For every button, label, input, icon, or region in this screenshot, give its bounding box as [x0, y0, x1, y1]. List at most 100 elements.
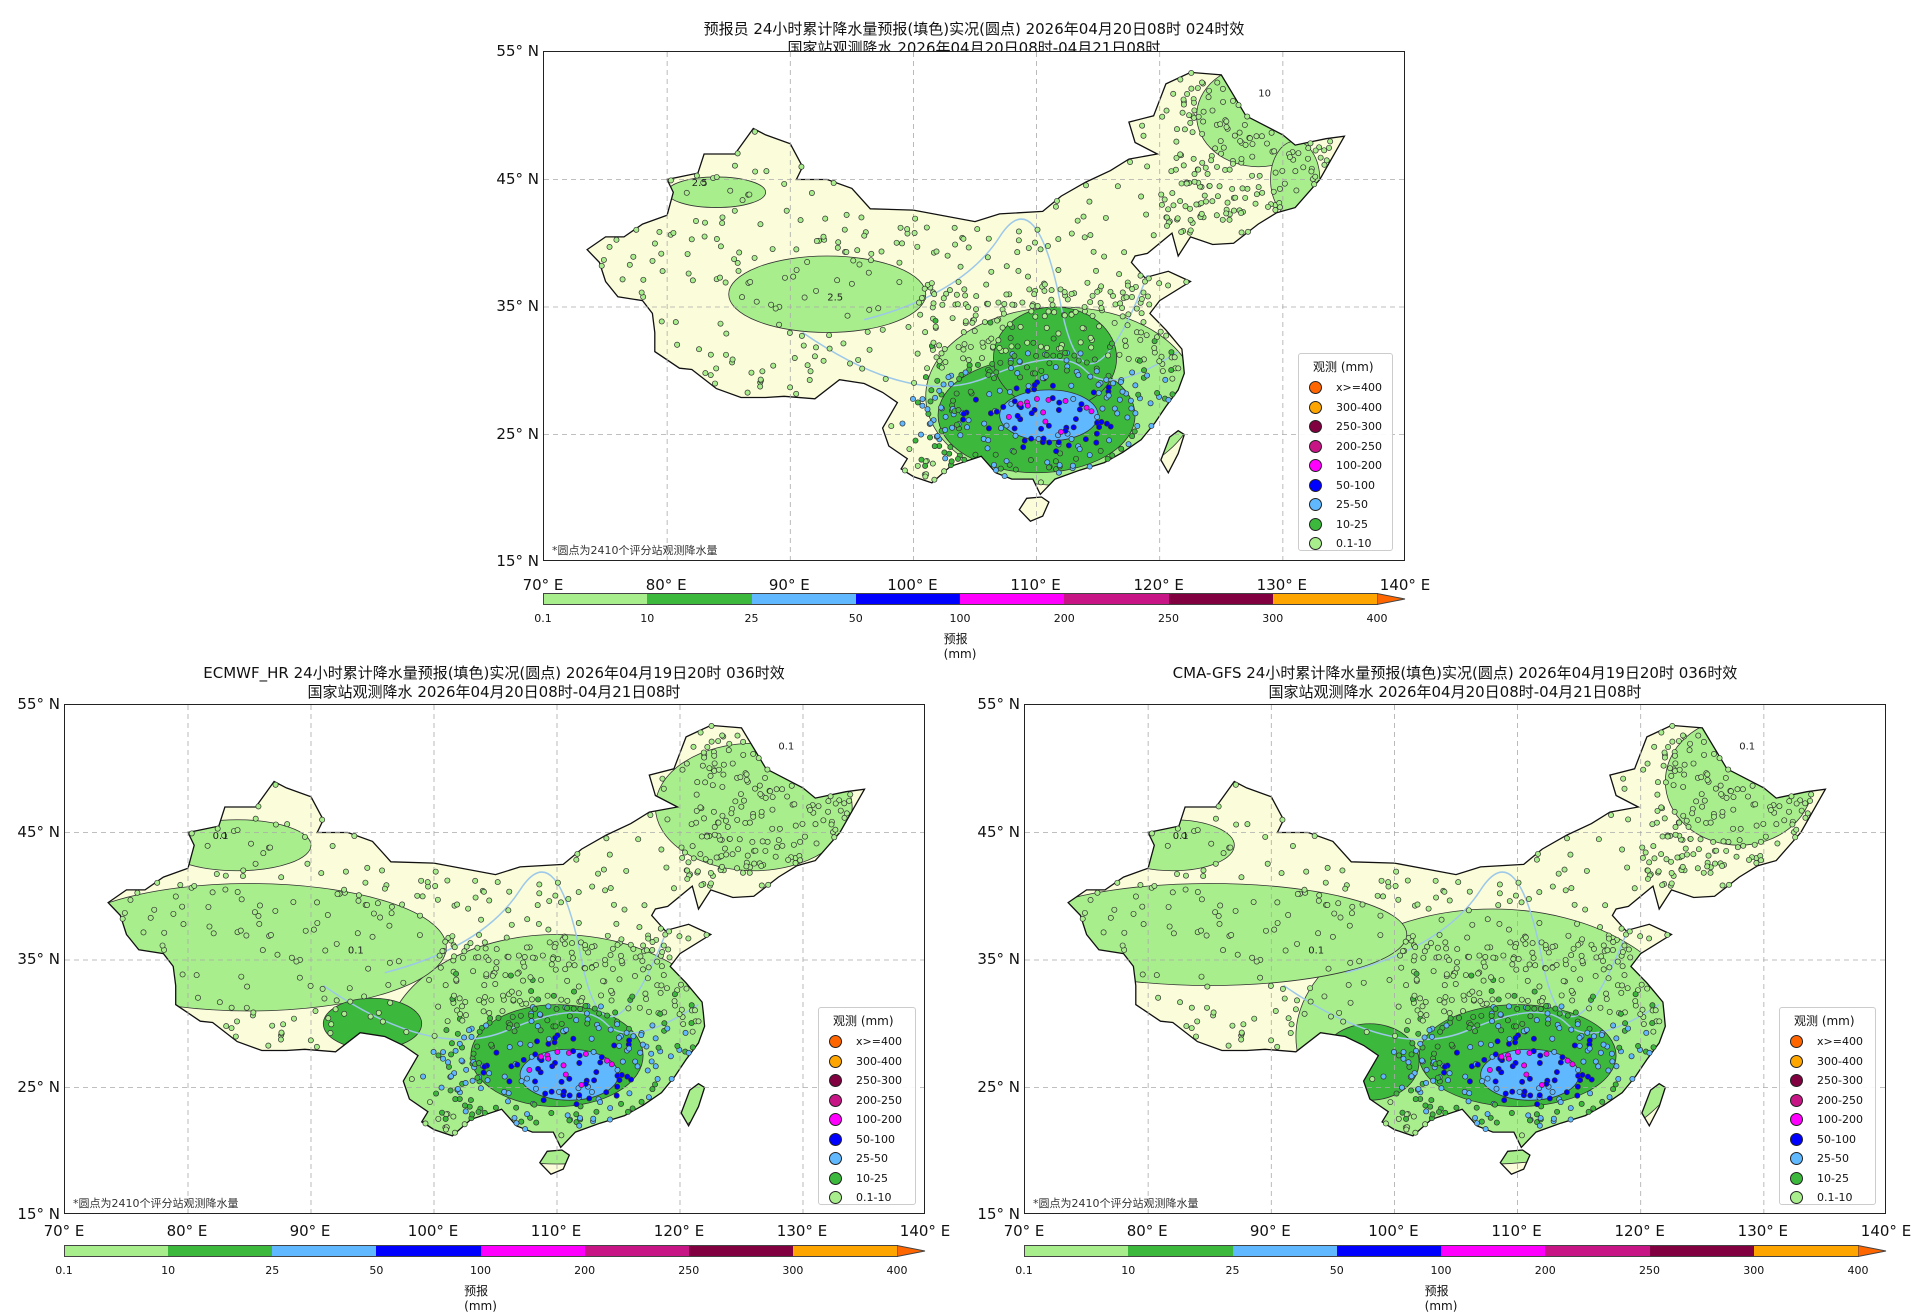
station-dot — [1201, 192, 1208, 199]
lat-tick-label: 35° N — [496, 297, 539, 315]
station-dot — [657, 989, 664, 996]
station-dot — [588, 964, 595, 971]
station-dot — [746, 191, 753, 198]
station-dot — [758, 863, 765, 869]
station-dot — [1238, 1029, 1245, 1036]
station-dot — [437, 964, 444, 971]
station-dot — [1138, 310, 1145, 317]
station-dot — [313, 1043, 320, 1050]
station-dot — [1208, 840, 1215, 847]
station-dot — [996, 387, 1003, 394]
station-dot — [1575, 1067, 1582, 1073]
station-dot — [1253, 958, 1260, 965]
station-dot — [1098, 305, 1105, 312]
station-dot — [1134, 423, 1141, 429]
station-dot — [797, 217, 804, 224]
station-dot — [879, 326, 886, 333]
station-dot — [456, 995, 463, 1002]
station-dot — [1312, 147, 1319, 154]
station-dot — [483, 971, 490, 978]
station-dot — [1411, 992, 1418, 999]
station-dot — [243, 1004, 250, 1011]
contour-label: 0.1 — [1739, 742, 1755, 753]
station-dot — [825, 808, 832, 815]
station-dot — [1492, 1005, 1499, 1012]
station-dot — [439, 1109, 445, 1116]
station-dot — [1533, 856, 1540, 863]
station-dot — [379, 1018, 386, 1025]
station-dot — [288, 954, 295, 961]
station-dot — [1410, 1113, 1417, 1120]
station-dot — [1413, 970, 1420, 977]
station-dot — [1701, 751, 1707, 758]
station-dot — [927, 420, 934, 427]
station-dot — [511, 1028, 518, 1035]
station-dot — [554, 1048, 561, 1055]
station-dot — [1308, 168, 1315, 175]
station-dot — [699, 762, 706, 769]
station-dot — [799, 820, 806, 827]
station-dot — [1200, 108, 1207, 115]
station-dot — [950, 397, 956, 404]
station-dot — [1479, 1078, 1486, 1085]
station-dot — [1672, 831, 1679, 838]
station-dot — [1579, 1072, 1586, 1078]
colorbar-label: 预报(mm) — [1424, 1284, 1458, 1313]
station-dot — [1209, 107, 1216, 114]
station-dot — [1180, 96, 1187, 103]
station-dot — [649, 947, 656, 953]
station-dot — [1482, 954, 1489, 960]
station-dot — [629, 1105, 636, 1112]
station-dot — [1469, 921, 1476, 928]
station-dot — [1090, 248, 1097, 255]
station-dot — [1127, 159, 1134, 166]
station-dot — [1317, 154, 1324, 161]
station-dot — [1116, 351, 1123, 358]
legend-label: 10-25 — [1336, 517, 1368, 531]
station-dot — [746, 869, 753, 876]
station-dot — [762, 794, 769, 801]
station-dot — [1494, 1038, 1501, 1045]
station-dot — [1492, 1051, 1499, 1058]
station-dot — [1175, 365, 1182, 372]
station-dot — [438, 1084, 445, 1091]
legend-marker-icon — [829, 1152, 842, 1166]
station-dot — [1070, 396, 1077, 402]
station-dot — [332, 1006, 339, 1013]
station-dot — [1536, 983, 1543, 990]
station-dot — [1745, 793, 1751, 800]
station-dot — [1551, 1049, 1558, 1055]
station-dot — [1068, 311, 1075, 318]
station-dot — [941, 468, 948, 475]
station-dot — [662, 931, 669, 938]
station-dot — [1068, 290, 1075, 297]
station-dot — [659, 775, 666, 782]
station-dot — [1271, 926, 1278, 933]
station-dot — [932, 394, 939, 401]
station-dot — [820, 357, 827, 364]
station-dot — [370, 910, 377, 917]
station-dot — [1433, 894, 1440, 901]
station-dot — [1617, 1010, 1624, 1017]
station-dot — [591, 1077, 598, 1084]
station-dot — [1712, 860, 1718, 867]
station-dot — [452, 1047, 459, 1054]
legend-item: 300-400 — [1307, 398, 1384, 418]
legend-item: 200-250 — [1788, 1091, 1867, 1111]
station-dot — [1240, 1021, 1247, 1028]
station-dot — [1680, 812, 1687, 819]
station-dot — [717, 243, 724, 250]
legend-label: 0.1-10 — [1817, 1191, 1853, 1205]
station-dot — [831, 834, 838, 841]
station-dot — [757, 383, 764, 390]
station-dot — [545, 1055, 552, 1062]
legend-item: 250-300 — [1788, 1071, 1867, 1091]
lon-tick-label: 140° E — [1379, 576, 1431, 594]
station-dot — [743, 771, 750, 778]
station-dot — [1104, 455, 1111, 462]
station-dot — [1204, 983, 1211, 990]
station-dot — [1346, 922, 1353, 929]
station-dot — [1529, 940, 1536, 947]
station-dot — [1523, 1026, 1530, 1033]
station-dot — [1232, 781, 1239, 788]
